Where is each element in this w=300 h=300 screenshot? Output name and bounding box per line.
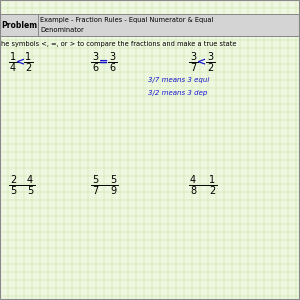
Text: 6: 6 — [92, 63, 98, 73]
Text: Denominator: Denominator — [40, 27, 84, 33]
Text: =: = — [99, 57, 108, 67]
Text: 7: 7 — [92, 186, 98, 196]
Text: 5: 5 — [27, 186, 33, 196]
Text: 1: 1 — [10, 52, 16, 62]
Text: 1: 1 — [25, 52, 31, 62]
Text: 2: 2 — [207, 63, 213, 73]
Text: 2: 2 — [25, 63, 31, 73]
Text: 4: 4 — [27, 175, 33, 185]
Text: 1: 1 — [209, 175, 215, 185]
Text: 3/2 means 3 dep: 3/2 means 3 dep — [148, 90, 207, 96]
Text: 8: 8 — [190, 186, 196, 196]
Bar — [0, 14, 38, 36]
Text: 4: 4 — [190, 175, 196, 185]
Text: 3/7 means 3 equi: 3/7 means 3 equi — [148, 77, 209, 83]
Text: 5: 5 — [10, 186, 16, 196]
Text: 7: 7 — [190, 63, 196, 73]
Text: 5: 5 — [110, 175, 116, 185]
Text: 3: 3 — [207, 52, 213, 62]
Text: <: < — [16, 57, 25, 67]
Text: 2: 2 — [209, 186, 215, 196]
Text: Problem: Problem — [1, 20, 37, 29]
Text: 6: 6 — [109, 63, 115, 73]
Text: 3: 3 — [109, 52, 115, 62]
Text: 3: 3 — [190, 52, 196, 62]
Text: 9: 9 — [110, 186, 116, 196]
Text: 3: 3 — [92, 52, 98, 62]
Text: 5: 5 — [92, 175, 98, 185]
Text: <: < — [197, 57, 206, 67]
Text: 4: 4 — [10, 63, 16, 73]
Text: Example - Fraction Rules - Equal Numerator & Equal: Example - Fraction Rules - Equal Numerat… — [40, 17, 213, 23]
Text: 2: 2 — [10, 175, 16, 185]
Bar — [38, 14, 300, 36]
Text: he symbols <, =, or > to compare the fractions and make a true state: he symbols <, =, or > to compare the fra… — [1, 41, 236, 47]
